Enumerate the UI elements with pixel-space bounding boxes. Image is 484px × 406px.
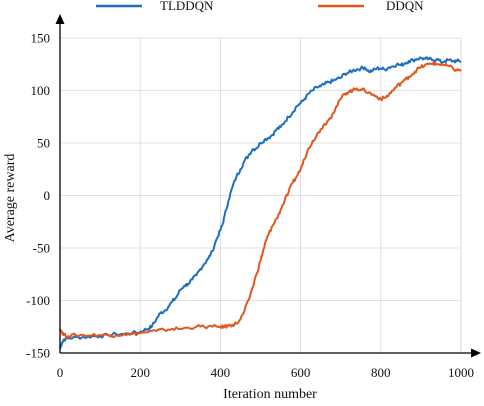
y-tick-label: -150 bbox=[26, 346, 50, 361]
y-tick-label: 100 bbox=[31, 83, 51, 98]
series-line-tlddqn bbox=[59, 56, 462, 350]
x-tick-label: 1000 bbox=[448, 365, 474, 380]
legend-label-tlddqn: TLDDQN bbox=[160, 0, 214, 13]
x-axis-title: Iteration number bbox=[223, 387, 317, 402]
y-tick-label: -100 bbox=[26, 293, 50, 308]
y-tick-label: -50 bbox=[33, 241, 50, 256]
legend-label-ddqn: DDQN bbox=[386, 0, 424, 13]
x-tick-label: 400 bbox=[211, 365, 231, 380]
axes bbox=[55, 14, 481, 358]
y-tick-label: 50 bbox=[37, 136, 50, 151]
series-line-ddqn bbox=[59, 61, 462, 339]
series-lines bbox=[59, 56, 462, 350]
x-tick-label: 0 bbox=[57, 365, 64, 380]
tick-labels: 0 200 400 600 800 1000 -150 -100 -50 0 50 100 150 bbox=[26, 31, 474, 381]
legend: TLDDQN DDQN bbox=[96, 0, 424, 13]
y-tick-label: 150 bbox=[31, 31, 51, 46]
y-axis-arrow-icon bbox=[55, 14, 65, 24]
x-tick-label: 600 bbox=[291, 365, 311, 380]
x-axis-arrow-icon bbox=[471, 348, 481, 358]
x-tick-label: 800 bbox=[371, 365, 391, 380]
x-tick-label: 200 bbox=[130, 365, 150, 380]
y-axis-title: Average reward bbox=[3, 154, 18, 243]
y-tick-label: 0 bbox=[44, 188, 51, 203]
